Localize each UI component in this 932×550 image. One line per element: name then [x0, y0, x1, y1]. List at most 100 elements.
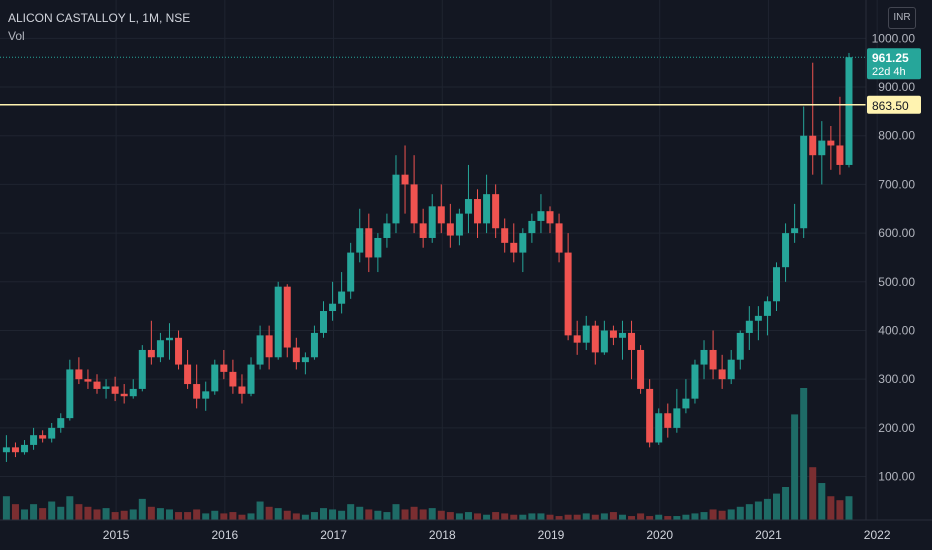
candle-body[interactable]	[265, 335, 273, 358]
candle-body[interactable]	[618, 332, 626, 338]
candle-body[interactable]	[419, 223, 427, 238]
candle-body[interactable]	[338, 291, 346, 304]
candle-body[interactable]	[2, 447, 10, 453]
candle-body[interactable]	[446, 223, 454, 236]
candle-body[interactable]	[691, 364, 699, 399]
candle-body[interactable]	[383, 223, 391, 238]
candle-body[interactable]	[836, 145, 844, 165]
candle-body[interactable]	[401, 174, 409, 185]
candle-body[interactable]	[165, 337, 173, 341]
candle-body[interactable]	[628, 332, 636, 350]
candle-body[interactable]	[410, 184, 418, 224]
candle-body[interactable]	[718, 369, 726, 380]
candle-body[interactable]	[555, 223, 563, 253]
candle-body[interactable]	[184, 364, 192, 385]
candle-body[interactable]	[510, 242, 518, 253]
candle-body[interactable]	[138, 349, 146, 389]
candle-body[interactable]	[474, 199, 482, 224]
candle-body[interactable]	[39, 435, 47, 439]
candle-body[interactable]	[709, 349, 717, 370]
price-axis[interactable]: 100.00 200.00 300.00 400.00 500.00 600.00 700.…	[865, 0, 921, 520]
candle-body[interactable]	[238, 386, 246, 394]
candle-body[interactable]	[365, 228, 373, 258]
candle-body[interactable]	[175, 337, 183, 365]
candle-body[interactable]	[75, 369, 83, 380]
candle-body[interactable]	[637, 349, 645, 389]
candle-body[interactable]	[437, 206, 445, 224]
candle-body[interactable]	[66, 369, 74, 419]
candle-body[interactable]	[827, 140, 835, 146]
candle-body[interactable]	[664, 413, 672, 428]
candle-body[interactable]	[57, 418, 65, 428]
candle-body[interactable]	[247, 364, 255, 394]
candle-body[interactable]	[102, 386, 110, 389]
candle-body[interactable]	[591, 325, 599, 353]
candle-body[interactable]	[600, 330, 608, 353]
candle-body[interactable]	[310, 332, 318, 358]
candle-body[interactable]	[682, 398, 690, 409]
candle-body[interactable]	[48, 427, 56, 439]
candle-body[interactable]	[193, 384, 201, 399]
candle-body[interactable]	[21, 444, 29, 453]
candle-body[interactable]	[11, 447, 19, 453]
candle-body[interactable]	[782, 233, 790, 268]
candle-body[interactable]	[292, 347, 300, 363]
candle-body[interactable]	[320, 311, 327, 333]
candle-body[interactable]	[519, 233, 527, 253]
candle-body[interactable]	[736, 332, 744, 360]
candle-body[interactable]	[501, 228, 509, 243]
candle-body[interactable]	[754, 315, 762, 321]
candle-body[interactable]	[546, 211, 554, 224]
candle-body[interactable]	[93, 381, 101, 389]
candle-body[interactable]	[220, 364, 228, 372]
candle-body[interactable]	[120, 393, 128, 397]
volume-indicator-label[interactable]: Vol	[8, 29, 25, 43]
candle-body[interactable]	[374, 237, 382, 258]
candle-body[interactable]	[147, 349, 155, 358]
candle-body[interactable]	[356, 228, 364, 253]
candle-body[interactable]	[392, 174, 400, 224]
candle-body[interactable]	[745, 320, 753, 333]
candle-body[interactable]	[609, 330, 617, 338]
candle-body[interactable]	[564, 252, 572, 336]
candle-body[interactable]	[763, 301, 771, 316]
candle-body[interactable]	[700, 349, 708, 365]
candle-body[interactable]	[791, 228, 799, 234]
candle-body[interactable]	[283, 286, 291, 348]
time-axis[interactable]: 2015 2016 2017 2018 2019 2020 2021 2022	[0, 519, 932, 542]
candle-body[interactable]	[528, 220, 536, 234]
candle-body[interactable]	[646, 388, 654, 443]
candle-body[interactable]	[301, 357, 309, 363]
candle-body[interactable]	[229, 371, 237, 387]
candle-body[interactable]	[492, 194, 500, 229]
candle-body[interactable]	[809, 135, 817, 156]
candle-body[interactable]	[428, 206, 436, 238]
candle-body[interactable]	[800, 135, 808, 229]
candle-body[interactable]	[455, 213, 463, 236]
candle-body[interactable]	[727, 359, 735, 380]
candle-body[interactable]	[483, 194, 491, 224]
symbol-title[interactable]: ALICON CASTALLOY L, 1M, NSE	[8, 11, 191, 25]
candle-body[interactable]	[655, 413, 663, 443]
candle-body[interactable]	[582, 325, 590, 343]
candle-body[interactable]	[256, 335, 264, 365]
candle-body[interactable]	[202, 391, 210, 399]
candle-body[interactable]	[845, 57, 853, 165]
candle-body[interactable]	[129, 388, 137, 397]
candle-body[interactable]	[111, 386, 119, 394]
candle-body[interactable]	[573, 335, 581, 343]
candle-body[interactable]	[464, 199, 472, 214]
candle-body[interactable]	[673, 408, 681, 428]
candle-body[interactable]	[818, 140, 826, 156]
candle-body[interactable]	[30, 435, 38, 445]
candle-body[interactable]	[347, 252, 355, 292]
candle-body[interactable]	[84, 379, 92, 382]
candle-body[interactable]	[773, 267, 780, 302]
currency-label[interactable]: INR	[888, 7, 916, 29]
candle-body[interactable]	[211, 364, 219, 392]
candle-body[interactable]	[274, 286, 282, 358]
candle-body[interactable]	[156, 340, 164, 358]
candle-body[interactable]	[329, 303, 337, 312]
candle-body[interactable]	[537, 211, 545, 221]
